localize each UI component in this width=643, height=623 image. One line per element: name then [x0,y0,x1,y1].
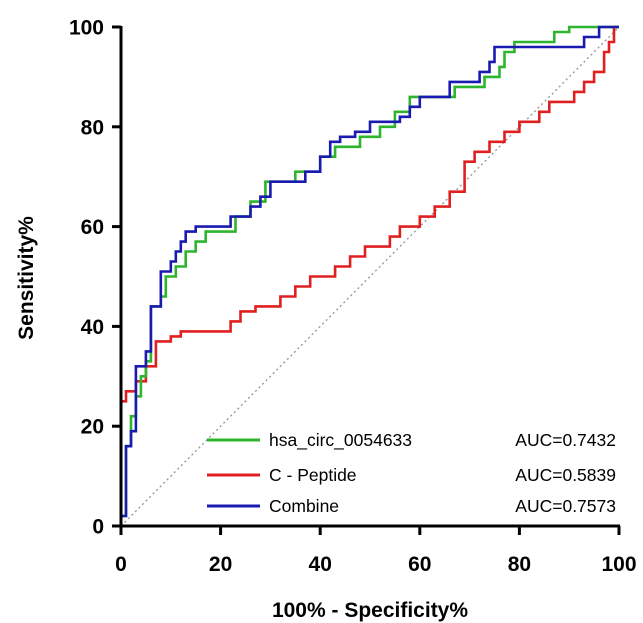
legend-hsa-circ-auc: AUC=0.7432 [515,430,616,450]
x-tick-label: 80 [508,553,531,576]
legend-c-peptide-auc: AUC=0.5839 [515,465,616,485]
series-hsa-circ-line [119,25,619,526]
y-tick-label: 60 [81,216,104,239]
series-layer [119,25,619,526]
x-tick-labels: 0 20 40 60 80 100 [115,553,636,576]
x-tick-label: 40 [309,553,332,576]
legend-combine-label: Combine [269,496,339,516]
y-tick-label: 0 [92,516,104,539]
y-tick-label: 40 [81,316,104,339]
legend-c-peptide-label: C - Peptide [269,465,357,485]
y-tick-label: 100 [69,17,104,40]
axes [112,25,621,535]
y-axis-title: Sensitivity% [15,216,38,340]
y-tick-label: 80 [81,116,104,139]
y-tick-labels: 0 20 40 60 80 100 [69,17,104,539]
x-tick-label: 20 [209,553,232,576]
series-c-peptide-line [119,25,619,526]
x-tick-label: 60 [408,553,431,576]
y-tick-label: 20 [81,416,104,439]
legend-hsa-circ-label: hsa_circ_0054633 [269,430,412,451]
reference-diagonal [120,26,620,527]
x-tick-label: 100 [601,553,636,576]
legend-combine-auc: AUC=0.7573 [515,496,616,516]
series-combine-line [119,25,619,526]
legend: hsa_circ_0054633 AUC=0.7432 C - Peptide AUC… [207,430,616,516]
x-axis-title: 100% - Specificity% [272,599,468,622]
x-tick-label: 0 [115,553,127,576]
